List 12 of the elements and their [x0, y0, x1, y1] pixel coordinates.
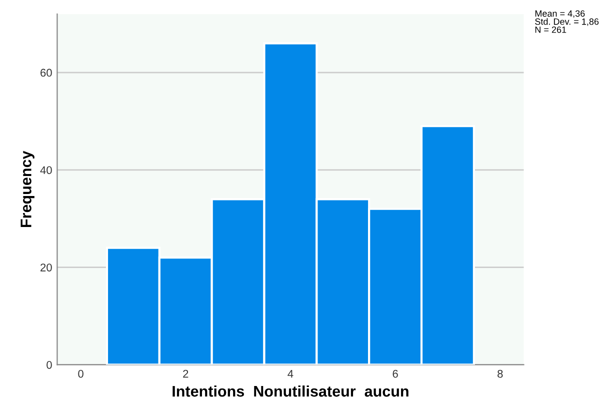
text: Mean = 4,36 Std. Dev. = 1,86 N = 261 — [535, 10, 599, 33]
y-tick-label: 20 — [40, 264, 52, 272]
y-tick-label: 60 — [40, 68, 52, 77]
x-axis-title: Intentions Nonutilisateur aucun — [172, 385, 408, 397]
x-tick-label: 4 — [288, 370, 294, 378]
x-tick-label: 2 — [183, 370, 188, 378]
y-tick-label: 40 — [40, 166, 52, 174]
x-tick-label: 8 — [498, 370, 503, 378]
x-tick-label: 0 — [78, 370, 84, 378]
x-tick-label: 6 — [392, 370, 398, 378]
y-axis-title: Frequency — [20, 150, 34, 228]
y-tick-label: 0 — [46, 360, 52, 369]
